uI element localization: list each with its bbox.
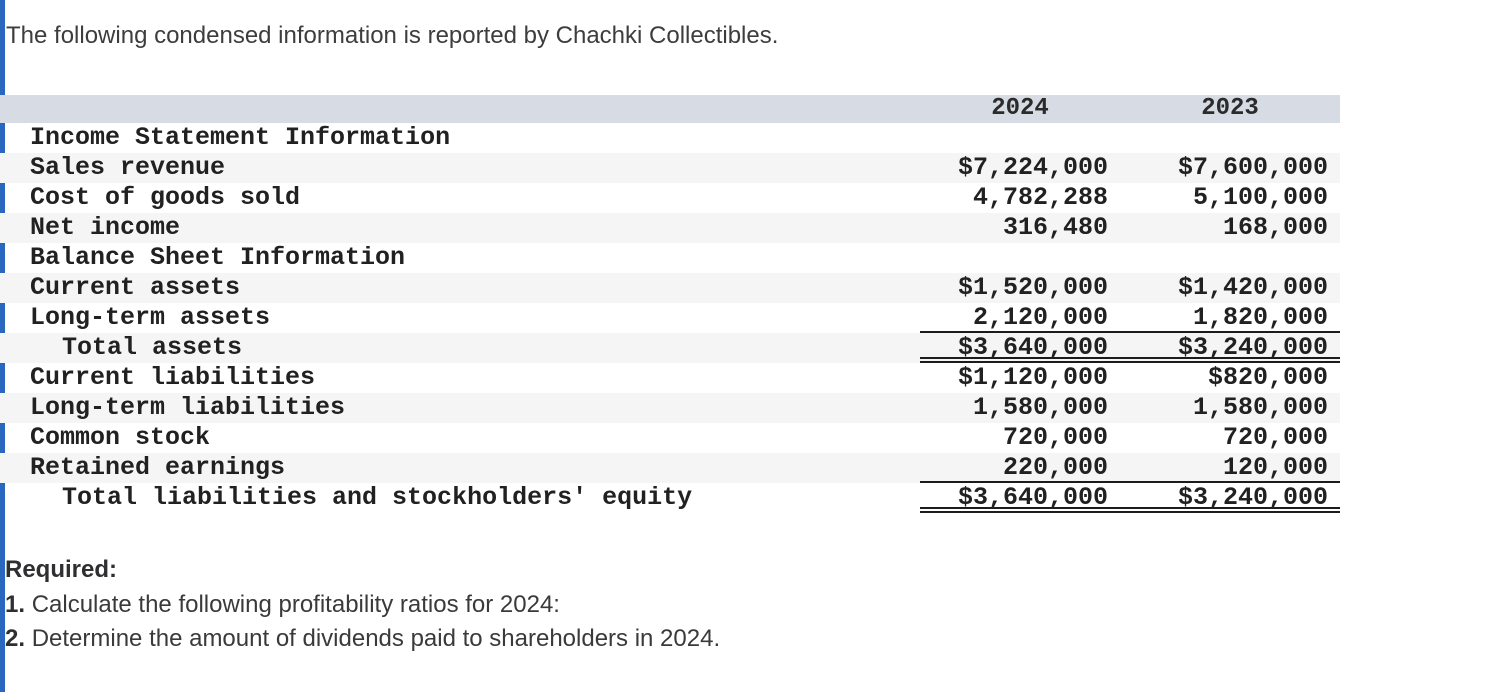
row-value-2024: 4,782,288 (972, 183, 1108, 212)
row-value-2023: $3,240,000 (1120, 333, 1340, 363)
row-value-2024: $1,520,000 (957, 273, 1108, 302)
row-value-2023: $1,420,000 (1177, 273, 1328, 302)
table-row: Sales revenue $7,224,000 $7,600,000 (0, 153, 1340, 183)
row-value-2024: 316,480 (1002, 213, 1108, 242)
row-label: Balance Sheet Information (30, 243, 406, 272)
required-items: 1. Calculate the following profitability… (5, 588, 720, 656)
table-header-row: 2024 2023 (0, 95, 1340, 123)
required-item: 2. Determine the amount of dividends pai… (5, 622, 720, 656)
row-value-2023: $3,240,000 (1120, 483, 1340, 513)
row-value-2023: $820,000 (1207, 363, 1328, 392)
row-label: Long-term liabilities (30, 393, 346, 422)
required-item-number: 2. (5, 625, 26, 652)
table-body: Income Statement Information Sales reven… (0, 123, 1340, 513)
required-heading: Required: (5, 556, 118, 583)
table-row: Total liabilities and stockholders' equi… (0, 483, 1340, 513)
table-row: Cost of goods sold 4,782,288 5,100,000 (0, 183, 1340, 213)
row-label: Cost of goods sold (30, 183, 301, 212)
page-title: The following condensed information is r… (6, 22, 779, 49)
row-value-2024: 720,000 (1002, 423, 1108, 452)
required-item: 1. Calculate the following profitability… (5, 588, 720, 622)
financial-table: 2024 2023 Income Statement Information S… (0, 95, 1340, 513)
row-value-2023 (1120, 123, 1340, 153)
row-value-2023: 168,000 (1222, 213, 1328, 242)
row-value-2023: 1,820,000 (1120, 303, 1340, 333)
table-row: Balance Sheet Information (0, 243, 1340, 273)
table-row: Long-term assets 2,120,000 1,820,000 (0, 303, 1340, 333)
required-section: Required: 1. Calculate the following pro… (5, 552, 720, 656)
row-value-2024: $7,224,000 (957, 153, 1108, 182)
table-row: Current assets $1,520,000 $1,420,000 (0, 273, 1340, 303)
row-value-2024: $3,640,000 (920, 333, 1120, 363)
header-spacer (0, 95, 920, 123)
row-value-2023 (1120, 243, 1340, 273)
required-item-text: Calculate the following profitability ra… (31, 591, 560, 618)
row-value-2023: $7,600,000 (1177, 153, 1328, 182)
row-value-2023: 120,000 (1120, 453, 1340, 483)
table-row: Current liabilities $1,120,000 $820,000 (0, 363, 1340, 393)
row-label: Current assets (30, 273, 241, 302)
row-label: Total liabilities and stockholders' equi… (62, 483, 693, 512)
row-value-2024: 220,000 (920, 453, 1120, 483)
row-value-2024: 2,120,000 (920, 303, 1120, 333)
row-value-2024 (920, 123, 1120, 153)
row-value-2023: 1,580,000 (1192, 393, 1328, 422)
row-value-2023: 5,100,000 (1192, 183, 1328, 212)
table-row: Retained earnings 220,000 120,000 (0, 453, 1340, 483)
row-value-2023: 720,000 (1222, 423, 1328, 452)
row-value-2024: $1,120,000 (957, 363, 1108, 392)
row-value-2024: 1,580,000 (972, 393, 1108, 422)
table-row: Common stock 720,000 720,000 (0, 423, 1340, 453)
row-label: Long-term assets (30, 303, 271, 332)
table-row: Net income 316,480 168,000 (0, 213, 1340, 243)
row-label: Net income (30, 213, 181, 242)
row-label: Current liabilities (30, 363, 316, 392)
row-label: Retained earnings (30, 453, 286, 482)
row-value-2024: $3,640,000 (920, 483, 1120, 513)
column-header-2023: 2023 (1201, 95, 1259, 122)
table-row: Total assets $3,640,000 $3,240,000 (0, 333, 1340, 363)
table-row: Long-term liabilities 1,580,000 1,580,00… (0, 393, 1340, 423)
row-value-2024 (920, 243, 1120, 273)
row-label: Sales revenue (30, 153, 226, 182)
table-row: Income Statement Information (0, 123, 1340, 153)
required-item-text: Determine the amount of dividends paid t… (31, 625, 721, 652)
row-label: Income Statement Information (30, 123, 451, 152)
required-item-number: 1. (5, 591, 26, 618)
row-label: Common stock (30, 423, 211, 452)
row-label: Total assets (62, 333, 243, 362)
column-header-2024: 2024 (991, 95, 1049, 122)
